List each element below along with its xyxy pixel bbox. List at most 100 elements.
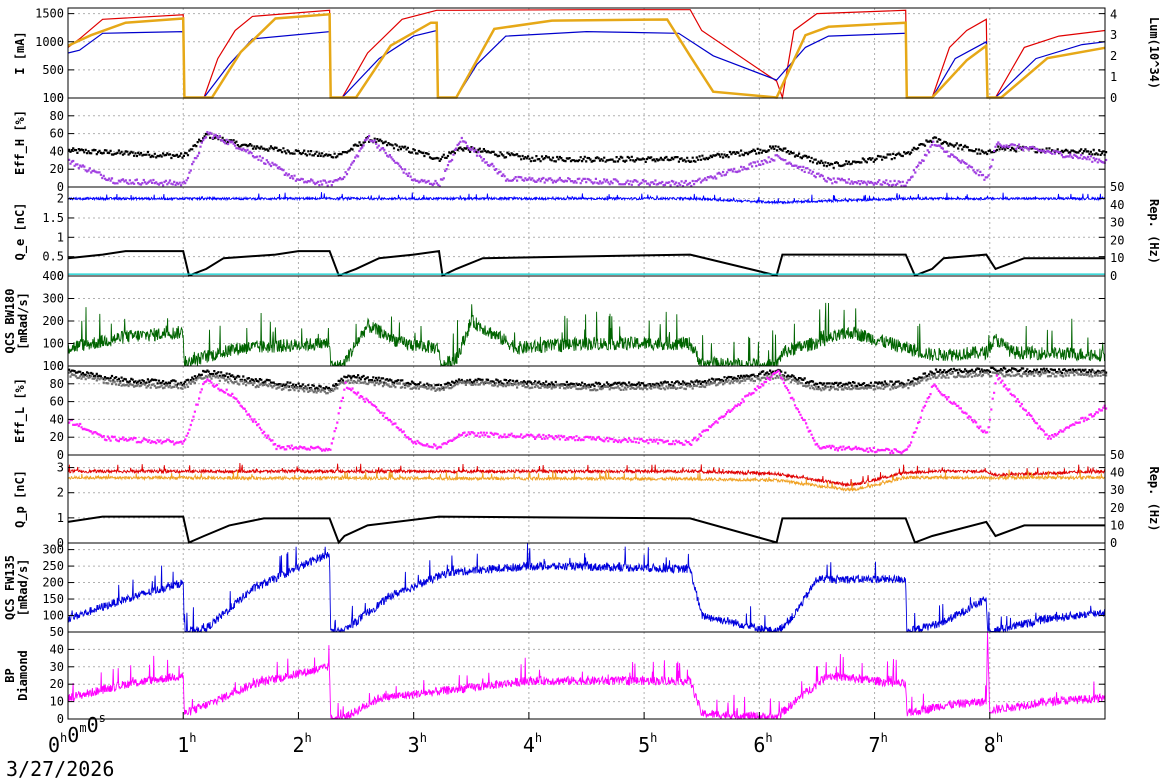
- grid-lines: [68, 8, 1105, 719]
- x-tick-unit: s: [99, 711, 106, 725]
- tick-label-qcs_bw180-400: 400: [42, 269, 64, 283]
- tick-label-eff_l-80: 80: [50, 377, 64, 391]
- x-tick-label-4: 4h: [523, 731, 542, 757]
- x-tick-unit: h: [881, 731, 888, 745]
- x-tick-unit: h: [304, 731, 311, 745]
- tick-label-eff_h-80: 80: [50, 109, 64, 123]
- x-tick-unit: m: [79, 721, 86, 735]
- x-tick-number: 6: [753, 733, 765, 757]
- tick-label-bp_diamond-0: 0: [57, 712, 64, 726]
- series-line-current-0: [67, 9, 1106, 100]
- tick-label-current-0: 0: [57, 91, 64, 105]
- tick-label-qcs_bw180-200: 200: [42, 314, 64, 328]
- tick-label-charge_e-1.5: 1.5: [42, 211, 64, 225]
- series-charge_p-2: [67, 515, 1105, 545]
- tick-label-eff_l-0: 0: [57, 448, 64, 462]
- series-qcs_fw135-0: [67, 543, 1106, 634]
- y-axis-label-eff_l-0: Eff_L [%]: [13, 378, 28, 443]
- x-tick-number: 2: [292, 733, 304, 757]
- x-tick-unit: h: [650, 731, 657, 745]
- series-trace-charge_p-0: [67, 462, 1106, 488]
- y-axis-label-eff_h-0: Eff_H [%]: [13, 110, 28, 175]
- x-tick-number: 0: [48, 733, 60, 757]
- tick-label-right-current-3: 3: [1110, 28, 1117, 42]
- tick-label-charge_e-0: 0: [57, 269, 64, 283]
- series-current-0: [67, 9, 1106, 100]
- x-tick-number: 3: [408, 733, 420, 757]
- tick-label-eff_h-60: 60: [50, 127, 64, 141]
- y-axis-label-qcs_fw135-1: [mRad/s]: [16, 559, 30, 617]
- tick-labels: 0500100015000123402040608010000.511.5201…: [35, 7, 1124, 726]
- tick-label-right-charge_e-50: 50: [1110, 180, 1124, 194]
- tick-label-bp_diamond-30: 30: [50, 660, 64, 674]
- x-tick-number: 0: [87, 713, 99, 737]
- series-trace-bp_diamond-0: [67, 632, 1106, 721]
- axis-labels: I [mA] Lum(10^34) Eff_H [%] Q_e [nC] Rep. (H…: [3, 17, 1161, 701]
- tick-label-right-current-2: 2: [1110, 49, 1117, 63]
- date-label: 3/27/2026: [6, 757, 114, 781]
- x-tick-number: 8: [984, 733, 996, 757]
- series-charge_p-0: [67, 462, 1106, 488]
- tick-label-charge_p-1: 1: [57, 511, 64, 525]
- y-axis-label-qcs_fw135-0: QCS FW135: [3, 555, 17, 620]
- tick-label-qcs_bw180-100: 100: [42, 337, 64, 351]
- y-axis-label-right-current: Lum(10^34): [1147, 17, 1161, 89]
- x-tick-label-0: 0h0m0s: [48, 711, 106, 757]
- tick-label-right-current-4: 4: [1110, 7, 1117, 21]
- y-axis-label-right-charge_p: Rep. (Hz): [1147, 466, 1161, 531]
- x-tick-unit: h: [996, 731, 1003, 745]
- tick-label-bp_diamond-40: 40: [50, 642, 64, 656]
- x-tick-unit: h: [189, 731, 196, 745]
- tick-label-eff_l-20: 20: [50, 430, 64, 444]
- tick-label-eff_h-40: 40: [50, 144, 64, 158]
- x-tick-label-2: 2h: [292, 731, 311, 757]
- y-axis-label-qcs_bw180-0: QCS BW180: [3, 288, 17, 353]
- tick-label-eff_l-40: 40: [50, 412, 64, 426]
- series-trace-qcs_bw180-0: [67, 302, 1106, 368]
- tick-label-right-charge_e-0: 0: [1110, 269, 1117, 283]
- y-axis-label-bp_diamond-0: BP: [3, 668, 17, 682]
- tick-label-eff_h-20: 20: [50, 162, 64, 176]
- series-eff_l-1: [68, 370, 1108, 395]
- x-tick-label-8: 8h: [984, 731, 1003, 757]
- x-tick-number: 5: [638, 733, 650, 757]
- series-points-eff_l-1: [68, 370, 1108, 395]
- tick-label-bp_diamond-10: 10: [50, 695, 64, 709]
- tick-label-charge_e-1: 1: [57, 230, 64, 244]
- tick-label-charge_p-0: 0: [57, 536, 64, 550]
- tick-label-right-charge_p-40: 40: [1110, 466, 1124, 480]
- tick-label-right-charge_e-10: 10: [1110, 251, 1124, 265]
- tick-label-right-charge_e-40: 40: [1110, 198, 1124, 212]
- tick-label-right-charge_p-30: 30: [1110, 483, 1124, 497]
- tick-label-qcs_fw135-50: 50: [50, 625, 64, 639]
- series-trace-qcs_fw135-0: [67, 543, 1106, 634]
- y-axis-label-bp_diamond-1: Diamond: [16, 650, 30, 701]
- y-axis-label-qcs_bw180-1: [mRad/s]: [16, 292, 30, 350]
- tick-label-eff_h-100: 100: [42, 91, 64, 105]
- tick-label-qcs_fw135-200: 200: [42, 576, 64, 590]
- tick-label-charge_p-3: 3: [57, 461, 64, 475]
- tick-label-right-charge_e-20: 20: [1110, 233, 1124, 247]
- series-points-eff_l-2: [68, 369, 1108, 455]
- tick-label-right-charge_p-50: 50: [1110, 448, 1124, 462]
- x-tick-unit: h: [765, 731, 772, 745]
- tick-label-current-500: 500: [42, 63, 64, 77]
- x-tick-label-3: 3h: [408, 731, 427, 757]
- y-axis-label-charge_e-0: Q_e [nC]: [13, 203, 28, 261]
- tick-label-bp_diamond-20: 20: [50, 677, 64, 691]
- series-layer: [67, 9, 1108, 721]
- series-eff_l-0: [68, 366, 1108, 391]
- series-current-2: [67, 12, 1106, 99]
- tick-label-right-charge_p-10: 10: [1110, 518, 1124, 532]
- series-qcs_bw180-0: [67, 302, 1106, 368]
- series-line-charge_e-1: [67, 249, 1105, 277]
- tick-label-qcs_fw135-300: 300: [42, 543, 64, 557]
- tick-label-eff_l-100: 100: [42, 359, 64, 373]
- tick-label-right-charge_e-30: 30: [1110, 216, 1124, 230]
- x-tick-label-1: 1h: [177, 731, 196, 757]
- tick-label-qcs_fw135-250: 250: [42, 559, 64, 573]
- y-axis-label-charge_p-0: Q_p [nC]: [13, 470, 28, 528]
- tick-label-charge_p-2: 2: [57, 486, 64, 500]
- series-points-eff_l-0: [68, 366, 1108, 391]
- x-tick-number: 7: [869, 733, 881, 757]
